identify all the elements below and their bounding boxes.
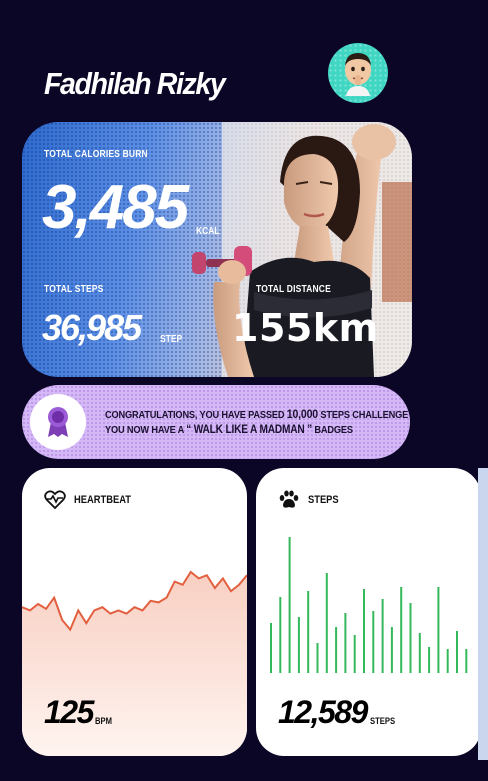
steps-value: 36,985 — [42, 307, 142, 348]
steps-bar — [456, 631, 458, 673]
medal-ribbon-icon — [30, 394, 86, 450]
heartbeat-unit: BPM — [95, 716, 112, 726]
user-name: Fadhilah Rizky — [44, 66, 226, 101]
steps-bar — [325, 573, 328, 673]
steps-bar — [344, 613, 347, 673]
steps-unit: STEP — [160, 334, 183, 345]
achievement-line-1: CONGRATULATIONS, YOU HAVE PASSED 10,000 … — [105, 407, 409, 421]
steps-bar — [390, 627, 393, 673]
paw-icon — [278, 490, 300, 515]
steps-bar — [418, 633, 421, 673]
steps-bar — [409, 603, 412, 673]
steps-bar-chart — [270, 537, 468, 673]
heartbeat-icon — [44, 490, 66, 515]
steps-bar — [279, 597, 282, 673]
achievement-text: CONGRATULATIONS, YOU HAVE PASSED 10,000 … — [105, 407, 409, 438]
heartbeat-series-line — [22, 570, 247, 632]
heartbeat-card[interactable]: HEARTBEAT 125 BPM — [22, 468, 247, 756]
athlete-photo — [192, 122, 412, 377]
steps-card[interactable]: STEPS 12,589 STEPS — [256, 468, 481, 756]
steps-bar — [381, 599, 384, 673]
heartbeat-title: HEARTBEAT — [74, 494, 131, 506]
steps-value: 12,589 — [278, 694, 368, 730]
steps-bar — [428, 647, 431, 673]
heartbeat-value: 125 — [44, 694, 94, 730]
steps-bar — [307, 591, 310, 673]
steps-bar — [400, 587, 403, 673]
steps-bar — [335, 627, 338, 673]
steps-bar — [465, 649, 468, 673]
steps-bar — [288, 537, 291, 673]
calories-label: TOTAL CALORIES BURN — [44, 149, 148, 160]
steps-bar — [437, 587, 440, 673]
steps-bar — [446, 649, 449, 673]
summary-card[interactable]: TOTAL CALORIES BURN 3,485 KCAL TOTAL STE… — [22, 122, 412, 377]
calories-unit: KCAL — [196, 226, 220, 237]
steps-bar — [316, 643, 319, 673]
steps-bar — [353, 635, 356, 673]
steps-bar — [363, 589, 365, 673]
distance-label: TOTAL DISTANCE — [256, 284, 331, 295]
achievement-banner[interactable]: CONGRATULATIONS, YOU HAVE PASSED 10,000 … — [22, 385, 410, 459]
steps-label: TOTAL STEPS — [44, 284, 104, 295]
achievement-line-2: YOU NOW HAVE A “ WALK LIKE A MADMAN ” BA… — [105, 424, 353, 436]
heartbeat-line-chart — [22, 570, 247, 756]
steps-unit: STEPS — [370, 716, 396, 726]
memoji-avatar-icon[interactable] — [328, 43, 388, 103]
steps-bar — [297, 617, 300, 673]
edge-stripe — [478, 468, 488, 760]
steps-bar — [270, 623, 272, 673]
heartbeat-area — [22, 572, 247, 756]
calories-value: 3,485 — [42, 173, 189, 242]
steps-title: STEPS — [308, 494, 339, 506]
steps-bar — [372, 611, 375, 673]
distance-value: 155km — [232, 306, 379, 350]
